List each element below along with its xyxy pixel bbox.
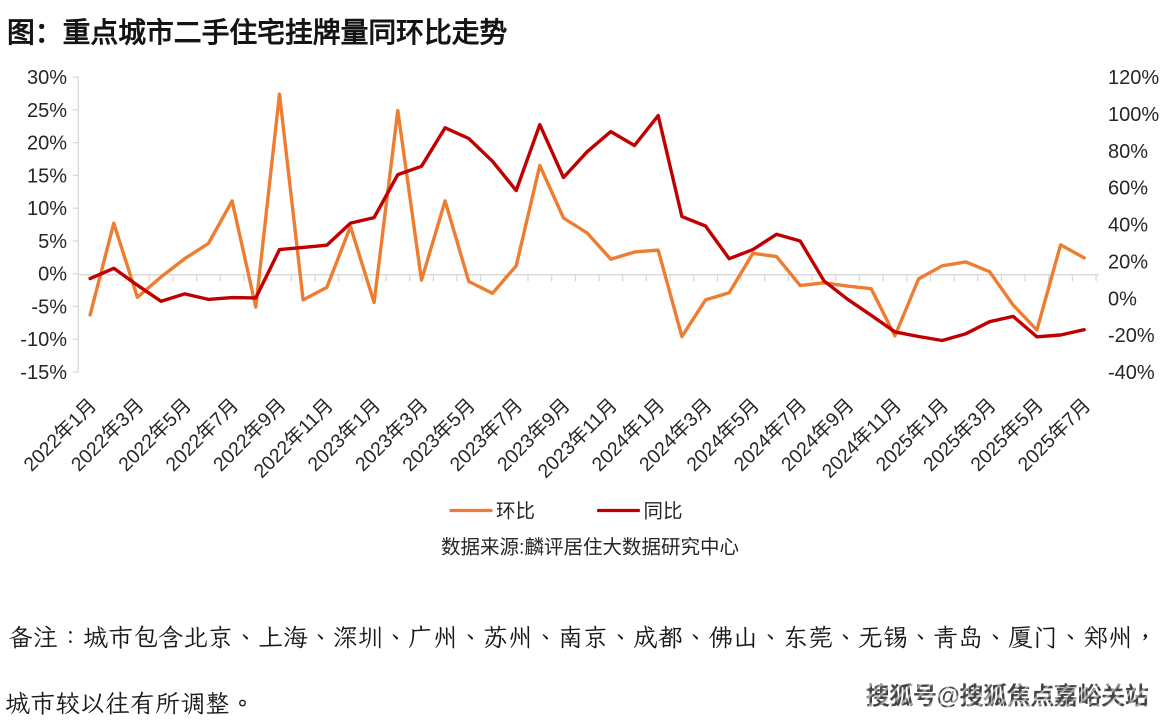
svg-text:数据来源:麟评居住大数据研究中心: 数据来源:麟评居住大数据研究中心 (441, 537, 739, 559)
svg-text:15%: 15% (27, 165, 67, 187)
svg-text:-40%: -40% (1108, 362, 1155, 384)
svg-text:搜狐号@搜狐焦点嘉峪关站: 搜狐号@搜狐焦点嘉峪关站 (866, 682, 1149, 710)
svg-text:20%: 20% (1108, 251, 1148, 273)
svg-text:备注：城市包含北京、上海、深圳、广州、苏州、南京、成都、佛山: 备注：城市包含北京、上海、深圳、广州、苏州、南京、成都、佛山、东莞、无锡、青岛、… (8, 625, 1158, 652)
svg-text:10%: 10% (27, 198, 67, 220)
svg-text:30%: 30% (27, 67, 67, 89)
svg-text:100%: 100% (1108, 104, 1159, 126)
svg-text:-15%: -15% (20, 362, 67, 384)
svg-text:-5%: -5% (31, 296, 67, 318)
svg-text:-10%: -10% (20, 329, 67, 351)
svg-text:图：重点城市二手住宅挂牌量同环比走势: 图：重点城市二手住宅挂牌量同环比走势 (7, 17, 508, 48)
svg-text:-20%: -20% (1108, 325, 1155, 347)
svg-text:80%: 80% (1108, 141, 1148, 163)
svg-text:城市较以往有所调整。: 城市较以往有所调整。 (5, 691, 255, 718)
svg-text:20%: 20% (27, 133, 67, 155)
svg-text:25%: 25% (27, 100, 67, 122)
svg-text:搜狐号@搜狐焦点嘉峪关站: 搜狐号@搜狐焦点嘉峪关站 (866, 682, 1149, 710)
svg-text:5%: 5% (38, 231, 67, 253)
svg-text:0%: 0% (38, 264, 67, 286)
svg-text:40%: 40% (1108, 215, 1148, 237)
svg-text:同比: 同比 (644, 501, 683, 523)
svg-text:120%: 120% (1108, 67, 1159, 89)
svg-text:60%: 60% (1108, 178, 1148, 200)
svg-text:环比: 环比 (496, 501, 535, 523)
svg-text:0%: 0% (1108, 288, 1137, 310)
